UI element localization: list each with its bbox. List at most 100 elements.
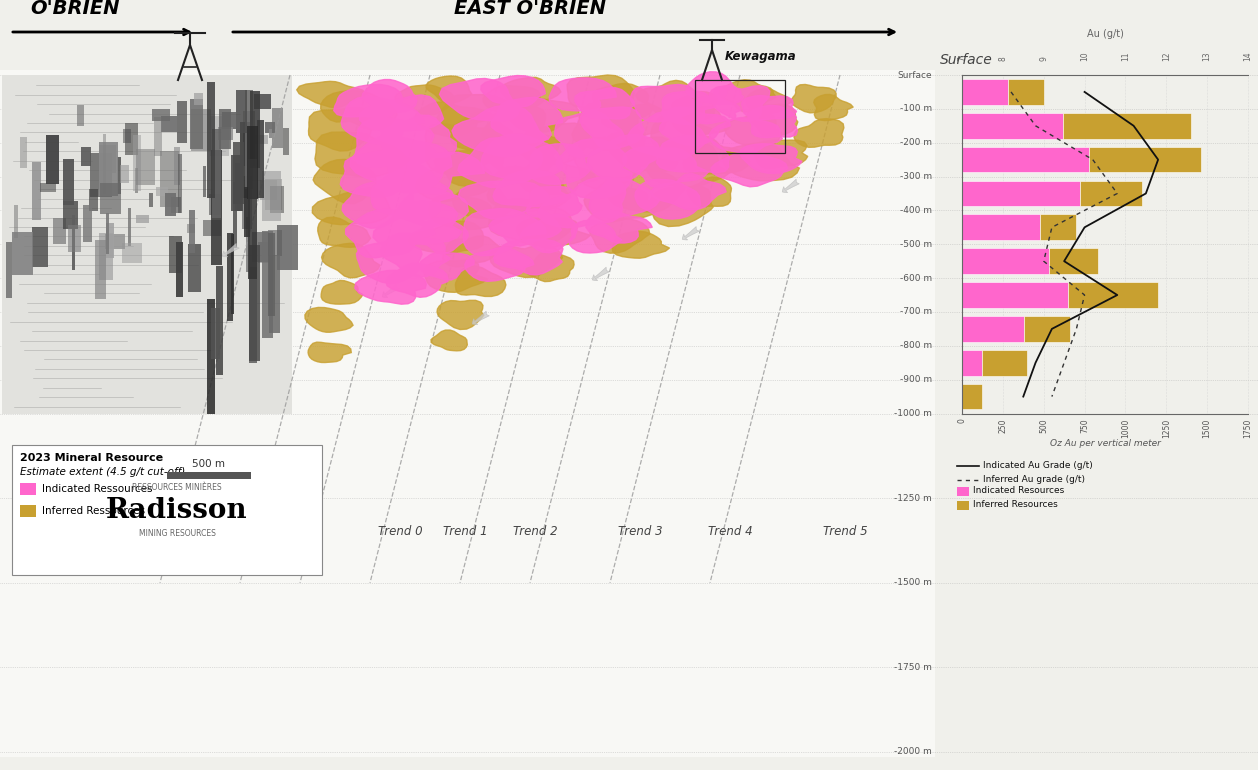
Text: Inferred Ressources: Inferred Ressources bbox=[42, 506, 145, 516]
Bar bbox=[254, 95, 270, 109]
Bar bbox=[187, 224, 195, 233]
Polygon shape bbox=[518, 123, 589, 164]
Polygon shape bbox=[321, 91, 398, 130]
Polygon shape bbox=[362, 79, 416, 112]
Bar bbox=[189, 209, 195, 253]
Bar bbox=[210, 150, 221, 265]
Bar bbox=[264, 122, 274, 133]
Bar bbox=[237, 90, 247, 132]
Bar bbox=[40, 182, 57, 192]
Bar bbox=[63, 201, 78, 229]
Polygon shape bbox=[381, 116, 457, 157]
Bar bbox=[13, 232, 33, 276]
Bar bbox=[962, 282, 1068, 308]
Polygon shape bbox=[530, 144, 591, 184]
Polygon shape bbox=[425, 124, 503, 174]
Bar bbox=[694, 80, 785, 153]
Polygon shape bbox=[645, 140, 730, 187]
Bar bbox=[1008, 79, 1044, 105]
Polygon shape bbox=[455, 266, 506, 296]
Text: Inferred Resources: Inferred Resources bbox=[972, 500, 1058, 509]
Bar bbox=[6, 243, 11, 297]
Polygon shape bbox=[650, 112, 716, 155]
Polygon shape bbox=[491, 97, 562, 143]
Bar bbox=[177, 153, 182, 213]
Bar bbox=[148, 193, 153, 207]
Bar bbox=[136, 215, 148, 223]
Polygon shape bbox=[657, 136, 730, 172]
Polygon shape bbox=[341, 151, 406, 197]
Bar bbox=[211, 129, 221, 219]
Polygon shape bbox=[408, 218, 468, 253]
Bar bbox=[171, 197, 181, 213]
Polygon shape bbox=[429, 195, 507, 229]
Bar bbox=[228, 233, 233, 321]
Text: -200 m: -200 m bbox=[899, 138, 932, 147]
Text: -300 m: -300 m bbox=[899, 172, 932, 181]
Polygon shape bbox=[481, 134, 562, 179]
Bar bbox=[107, 223, 114, 258]
Polygon shape bbox=[589, 219, 649, 253]
Text: Inferred Au grade (g/t): Inferred Au grade (g/t) bbox=[982, 475, 1084, 484]
Bar bbox=[96, 240, 106, 300]
Bar bbox=[0, 70, 935, 757]
Bar bbox=[106, 213, 108, 254]
Polygon shape bbox=[321, 280, 362, 304]
Bar bbox=[233, 142, 244, 204]
Polygon shape bbox=[356, 243, 423, 283]
Polygon shape bbox=[683, 135, 750, 174]
Bar bbox=[210, 116, 229, 156]
Bar bbox=[244, 187, 250, 237]
Bar bbox=[962, 316, 1024, 342]
Polygon shape bbox=[501, 77, 561, 109]
Polygon shape bbox=[574, 138, 664, 189]
Bar bbox=[155, 116, 162, 156]
Bar bbox=[962, 215, 1040, 240]
Bar bbox=[47, 136, 59, 184]
Polygon shape bbox=[687, 177, 731, 206]
Polygon shape bbox=[426, 76, 472, 103]
Bar bbox=[264, 179, 282, 210]
Polygon shape bbox=[556, 139, 633, 199]
Bar bbox=[161, 116, 177, 132]
Text: Indicated Au Grade (g/t): Indicated Au Grade (g/t) bbox=[982, 461, 1093, 470]
Polygon shape bbox=[720, 80, 776, 112]
Bar bbox=[262, 171, 281, 220]
Polygon shape bbox=[493, 239, 562, 275]
Text: O'BRIEN: O'BRIEN bbox=[30, 0, 120, 18]
Text: 11: 11 bbox=[1121, 52, 1130, 61]
Bar bbox=[962, 248, 1049, 274]
Bar bbox=[231, 155, 243, 211]
Bar bbox=[136, 149, 155, 186]
Text: 500: 500 bbox=[1039, 419, 1048, 433]
Bar bbox=[962, 350, 981, 376]
Polygon shape bbox=[507, 99, 579, 132]
Polygon shape bbox=[346, 209, 435, 258]
Polygon shape bbox=[355, 270, 426, 304]
Bar bbox=[125, 123, 138, 155]
Text: EAST O'BRIEN: EAST O'BRIEN bbox=[454, 0, 606, 18]
Bar bbox=[208, 82, 215, 198]
Text: 2023 Mineral Resource: 2023 Mineral Resource bbox=[20, 453, 164, 463]
Polygon shape bbox=[659, 107, 731, 146]
Polygon shape bbox=[742, 95, 796, 119]
Bar bbox=[206, 299, 215, 414]
Bar bbox=[218, 127, 233, 139]
Bar bbox=[245, 90, 253, 189]
Polygon shape bbox=[452, 105, 547, 156]
Text: Trend 3: Trend 3 bbox=[618, 525, 662, 538]
Polygon shape bbox=[635, 80, 699, 113]
Polygon shape bbox=[381, 233, 450, 277]
Bar bbox=[250, 91, 260, 168]
Polygon shape bbox=[419, 253, 474, 280]
Text: 8: 8 bbox=[999, 56, 1008, 61]
Text: -500 m: -500 m bbox=[899, 239, 932, 249]
Polygon shape bbox=[711, 152, 788, 187]
Polygon shape bbox=[308, 342, 351, 363]
Text: Radisson: Radisson bbox=[106, 497, 248, 524]
Polygon shape bbox=[374, 201, 462, 248]
Polygon shape bbox=[415, 156, 493, 202]
Bar bbox=[962, 147, 1089, 172]
Polygon shape bbox=[450, 112, 513, 153]
Polygon shape bbox=[521, 214, 577, 253]
